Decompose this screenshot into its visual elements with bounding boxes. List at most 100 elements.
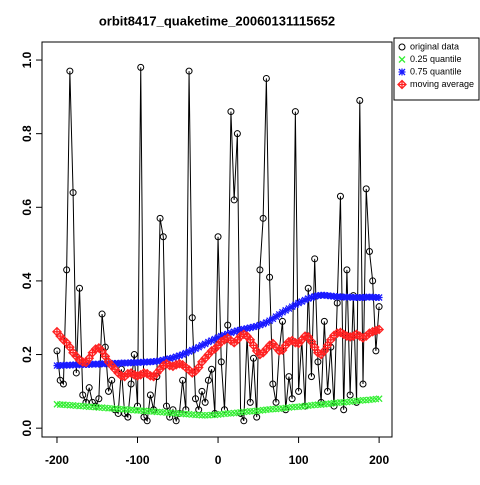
data-point — [375, 303, 383, 311]
data-point — [166, 355, 174, 363]
data-point — [362, 185, 370, 193]
data-point — [191, 345, 199, 353]
data-point — [282, 406, 290, 414]
data-point — [311, 292, 319, 300]
data-point — [272, 398, 280, 406]
data-point — [307, 373, 315, 381]
data-point — [372, 347, 380, 355]
data-point — [179, 351, 187, 359]
data-point — [301, 296, 309, 304]
data-point — [269, 315, 277, 323]
data-point — [253, 413, 261, 421]
data-point — [365, 247, 373, 255]
x-tick-label: -100 — [125, 453, 149, 467]
data-point — [172, 353, 180, 361]
data-point — [320, 317, 328, 325]
data-point — [108, 376, 116, 384]
data-point — [214, 233, 222, 241]
data-point — [137, 63, 145, 71]
data-point — [336, 192, 344, 200]
data-point — [198, 387, 206, 395]
data-point — [307, 293, 315, 301]
data-point — [340, 406, 348, 414]
x-tick-label: 0 — [215, 453, 222, 467]
data-point — [230, 328, 238, 336]
data-point — [369, 277, 377, 285]
data-point — [204, 376, 212, 384]
data-point — [374, 324, 385, 335]
data-point — [185, 348, 193, 356]
data-point — [201, 340, 209, 348]
data-point — [146, 391, 154, 399]
data-point — [198, 341, 206, 349]
data-point — [343, 266, 351, 274]
data-point — [240, 325, 248, 333]
data-point — [127, 380, 135, 388]
data-point — [346, 391, 354, 399]
data-point — [175, 352, 183, 360]
data-point — [227, 329, 235, 337]
data-point — [256, 321, 264, 329]
data-point — [324, 387, 332, 395]
data-point — [266, 317, 274, 325]
data-point — [130, 351, 138, 359]
data-point — [227, 108, 235, 116]
data-point — [76, 284, 84, 292]
data-point — [98, 310, 106, 318]
data-point — [172, 417, 180, 425]
data-point — [288, 395, 296, 403]
data-point — [262, 319, 270, 327]
data-point — [195, 343, 203, 351]
data-point — [69, 189, 77, 197]
data-point — [246, 398, 254, 406]
legend-symbol — [398, 43, 406, 51]
legend-symbol — [397, 79, 407, 90]
data-point — [291, 108, 299, 116]
legend-symbol — [398, 68, 406, 76]
data-point — [188, 314, 196, 322]
data-point — [256, 266, 264, 274]
data-point — [156, 357, 164, 365]
legend-label: moving average — [410, 79, 474, 89]
data-point — [253, 322, 261, 330]
data-point — [356, 97, 364, 105]
data-point — [134, 402, 142, 410]
data-point — [204, 338, 212, 346]
y-tick-label: 0.8 — [20, 125, 34, 142]
legend-label: 0.75 quantile — [410, 66, 462, 76]
data-point — [159, 356, 167, 364]
data-point — [282, 306, 290, 314]
data-point — [159, 233, 167, 241]
data-point — [191, 395, 199, 403]
y-tick-label: 0.4 — [20, 272, 34, 289]
data-point — [63, 266, 71, 274]
data-point — [249, 354, 257, 362]
data-point — [259, 214, 267, 222]
legend-box — [393, 37, 480, 101]
data-point — [233, 327, 241, 335]
data-point — [185, 67, 193, 75]
data-point — [295, 387, 303, 395]
data-point — [288, 303, 296, 311]
data-point — [208, 365, 216, 373]
data-point — [188, 346, 196, 354]
data-point — [259, 320, 267, 328]
data-point — [217, 332, 225, 340]
data-point — [59, 380, 67, 388]
data-point — [278, 308, 286, 316]
data-point — [295, 299, 303, 307]
data-point — [224, 321, 232, 329]
data-point — [237, 326, 245, 334]
data-point — [163, 402, 171, 410]
data-point — [95, 395, 103, 403]
y-tick-label: 1.0 — [20, 51, 34, 68]
data-point — [211, 335, 219, 343]
data-point — [166, 413, 174, 421]
x-tick-label: -200 — [45, 453, 69, 467]
data-point — [233, 130, 241, 138]
data-point — [285, 373, 293, 381]
data-point — [105, 387, 113, 395]
data-point — [230, 196, 238, 204]
data-point — [269, 380, 277, 388]
